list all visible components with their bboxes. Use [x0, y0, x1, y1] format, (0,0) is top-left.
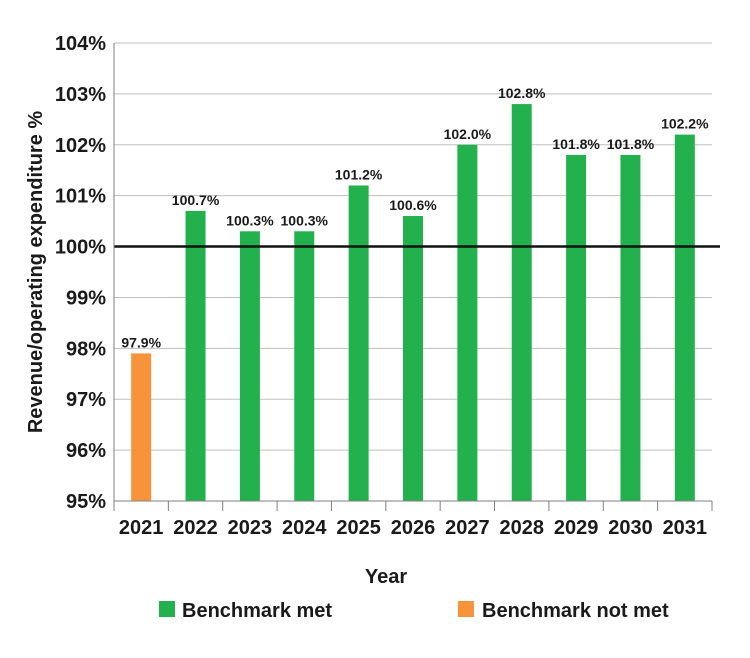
- y-tick-label: 104%: [55, 33, 106, 55]
- x-tick-label-2026: 2026: [391, 517, 436, 539]
- x-tick-labels: 2021 2022 2023 2024 2025 2026 2027 2028 2029 2030…: [119, 517, 707, 539]
- y-tick-label: 103%: [55, 84, 106, 106]
- data-label-2031: 102.2%: [661, 116, 709, 132]
- y-tick-label: 96%: [66, 440, 106, 462]
- legend-swatch-benchmark-met: [159, 601, 175, 617]
- legend-swatch-benchmark-not-met: [458, 601, 474, 617]
- bar-2029: [566, 154, 587, 501]
- y-tick-label: 102%: [55, 135, 106, 157]
- data-label-2021: 97.9%: [121, 334, 161, 350]
- x-tick-label-2022: 2022: [173, 517, 218, 539]
- data-label-2027: 102.0%: [444, 126, 492, 142]
- data-label-2030: 101.8%: [607, 136, 655, 152]
- bar-2026: [403, 216, 423, 501]
- x-tick-label-2027: 2027: [445, 517, 490, 539]
- data-label-2025: 101.2%: [335, 166, 383, 182]
- data-label-2026: 100.6%: [389, 197, 437, 213]
- bar-2031: [674, 134, 695, 501]
- x-tick-label-2031: 2031: [663, 517, 708, 539]
- data-label-2029: 101.8%: [552, 136, 600, 152]
- x-tick-label-2025: 2025: [336, 517, 381, 539]
- legend-label-benchmark-not-met: Benchmark not met: [482, 600, 669, 622]
- legend: Benchmark met Benchmark not met: [159, 600, 669, 622]
- y-tick-label: 99%: [66, 287, 106, 309]
- bars: [131, 104, 695, 502]
- y-tick-label: 100%: [55, 237, 106, 259]
- bar-2022: [185, 210, 206, 501]
- data-label-2028: 102.8%: [498, 85, 546, 101]
- bar-2024: [294, 231, 315, 502]
- y-tick-label: 95%: [66, 491, 106, 513]
- x-tick-label-2030: 2030: [608, 517, 653, 539]
- axes: [113, 43, 713, 511]
- x-tick-label-2021: 2021: [119, 517, 164, 539]
- y-tick-label: 97%: [66, 389, 106, 411]
- x-tick-label-2029: 2029: [554, 517, 599, 539]
- y-tick-label: 98%: [66, 338, 106, 360]
- bar-2025: [348, 185, 369, 501]
- bar-2030: [620, 154, 641, 501]
- bar-2023: [239, 231, 260, 502]
- x-tick-label-2028: 2028: [499, 517, 544, 539]
- data-label-2023: 100.3%: [226, 212, 274, 228]
- data-label-2022: 100.7%: [172, 192, 220, 208]
- y-axis-title: Revenue/operating expenditure %: [25, 111, 47, 434]
- x-tick-label-2024: 2024: [282, 517, 327, 539]
- legend-label-benchmark-met: Benchmark met: [182, 600, 332, 622]
- bar-2028: [511, 104, 532, 502]
- x-tick-label-2023: 2023: [228, 517, 273, 539]
- data-labels: 97.9% 100.7% 100.3% 100.3% 101.2% 100.6% 102.0…: [121, 85, 709, 350]
- data-label-2024: 100.3%: [281, 212, 329, 228]
- bar-2021: [131, 353, 152, 501]
- y-tick-label: 101%: [55, 186, 106, 208]
- x-axis-title: Year: [365, 566, 407, 588]
- y-tick-labels: 95% 96% 97% 98% 99% 100% 101% 102% 103% 104%: [55, 33, 106, 513]
- bar-2027: [457, 144, 478, 501]
